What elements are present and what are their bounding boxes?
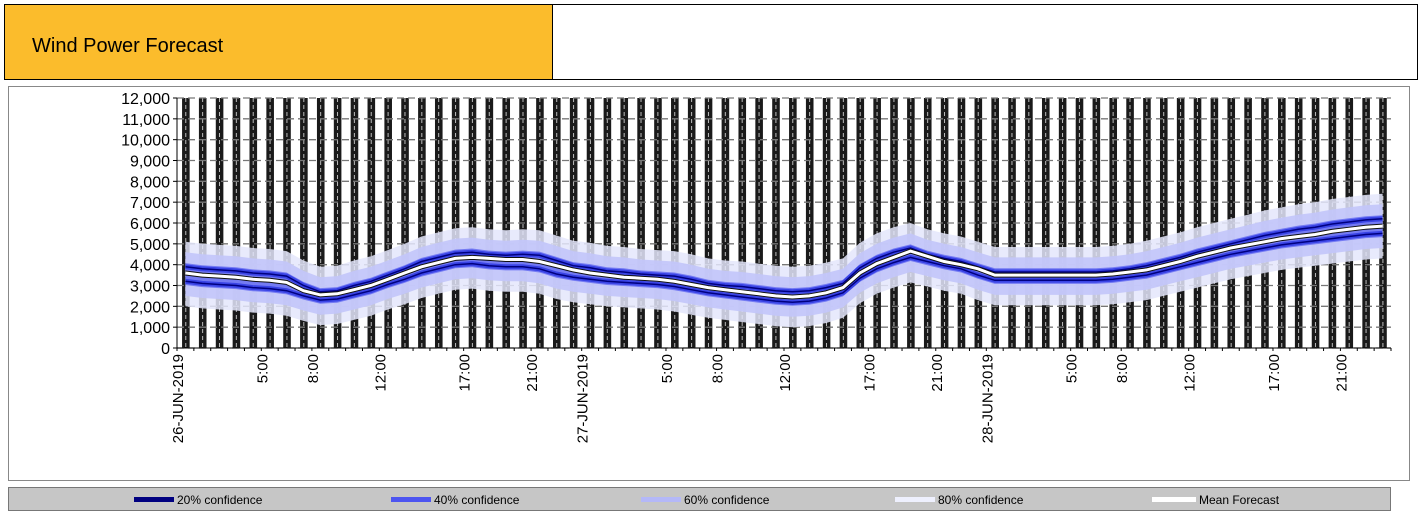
legend-swatch-80 [895, 497, 935, 503]
x-tick-label: 21:00 [524, 354, 541, 392]
upper-edge [185, 218, 1383, 293]
hour-bar [468, 98, 477, 348]
x-tick-label: 26-JUN-2019 [170, 354, 187, 443]
legend-swatch-20 [134, 497, 174, 503]
hour-bar [401, 98, 409, 348]
y-tick-label: 3,000 [130, 279, 170, 296]
y-tick-label: 6,000 [130, 216, 170, 233]
legend-label-80: 80% confidence [938, 493, 1024, 507]
y-tick-label: 8,000 [130, 174, 170, 191]
hour-bar [907, 98, 915, 348]
x-tick-label: 8:00 [710, 354, 727, 383]
x-tick-label: 12:00 [1182, 354, 1199, 392]
legend-item-40: 40% confidence [391, 493, 519, 507]
legend-label-20: 20% confidence [177, 493, 263, 507]
y-tick-label: 12,000 [121, 91, 170, 108]
y-tick-label: 2,000 [130, 299, 170, 316]
legend-item-80: 80% confidence [895, 493, 1023, 507]
legend-label-60: 60% confidence [684, 493, 770, 507]
x-tick-label: 12:00 [372, 354, 389, 392]
x-tick-label: 8:00 [305, 354, 322, 383]
legend-swatch-60 [641, 497, 681, 503]
chart-frame: 0 1,000 2,000 3,000 4,000 5,000 6,000 7,000 8,00… [8, 86, 1410, 481]
x-tick-label: 21:00 [1333, 354, 1350, 392]
header-bar: Wind Power Forecast [4, 4, 1418, 80]
x-tick-label: 17:00 [861, 354, 878, 392]
hour-bar [1160, 98, 1168, 348]
title-box: Wind Power Forecast [5, 5, 553, 79]
band-60 [185, 204, 1383, 317]
hour-bar [654, 98, 662, 348]
x-tick-label: 8:00 [1114, 354, 1131, 383]
legend-item-60: 60% confidence [641, 493, 769, 507]
x-tick-label: 12:00 [777, 354, 794, 392]
hour-bar [721, 98, 730, 348]
band-40 [185, 215, 1383, 306]
legend-swatch-mean [1152, 497, 1196, 503]
y-tick-label: 1,000 [130, 320, 170, 337]
legend-label-mean: Mean Forecast [1199, 493, 1280, 507]
hour-bar [755, 98, 763, 348]
lower-edge [185, 232, 1383, 303]
hour-bar [974, 98, 983, 348]
hour-bar [1041, 98, 1050, 348]
x-tick-label: 5:00 [659, 354, 676, 383]
hour-bar [1008, 98, 1016, 348]
x-tick-label: 5:00 [1064, 354, 1081, 383]
x-tick-label: 17:00 [1266, 354, 1283, 392]
hour-bar [789, 98, 797, 348]
hour-bar [182, 98, 190, 348]
x-tick-label: 27-JUN-2019 [575, 354, 592, 443]
x-tick-label: 28-JUN-2019 [979, 354, 996, 443]
hour-bar [215, 98, 224, 348]
y-tick-label: 11,000 [122, 112, 170, 129]
hour-bar [367, 98, 376, 348]
page-title: Wind Power Forecast [32, 35, 224, 57]
y-tick-label: 0 [161, 341, 170, 358]
legend-label-40: 40% confidence [434, 493, 520, 507]
legend-item-mean: Mean Forecast [1152, 493, 1279, 507]
hour-bar [434, 98, 443, 348]
hour-bar [687, 98, 696, 348]
y-tick-label: 7,000 [130, 195, 170, 212]
hour-bar [1126, 98, 1134, 348]
legend-swatch-40 [391, 497, 431, 503]
x-tick-label: 21:00 [929, 354, 946, 392]
chart-legend: 20% confidence 40% confidence 60% confid… [8, 487, 1391, 511]
hour-bar [502, 98, 511, 348]
y-tick-label: 4,000 [130, 258, 170, 275]
forecast-chart: 0 1,000 2,000 3,000 4,000 5,000 6,000 7,000 8,00… [121, 91, 1392, 443]
y-tick-label: 5,000 [130, 237, 170, 254]
mean-forecast-line [185, 224, 1383, 299]
x-tick-label: 17:00 [457, 354, 474, 392]
hour-bar [249, 98, 258, 348]
hour-bar [1193, 98, 1202, 348]
y-tick-label: 10,000 [121, 133, 170, 150]
hour-bar [620, 98, 629, 348]
hour-bar [940, 98, 949, 348]
legend-item-20: 20% confidence [134, 493, 262, 507]
y-tick-label: 9,000 [130, 154, 170, 171]
hour-bar [873, 98, 881, 348]
hour-bar [536, 98, 544, 348]
x-tick-label: 5:00 [254, 354, 271, 383]
